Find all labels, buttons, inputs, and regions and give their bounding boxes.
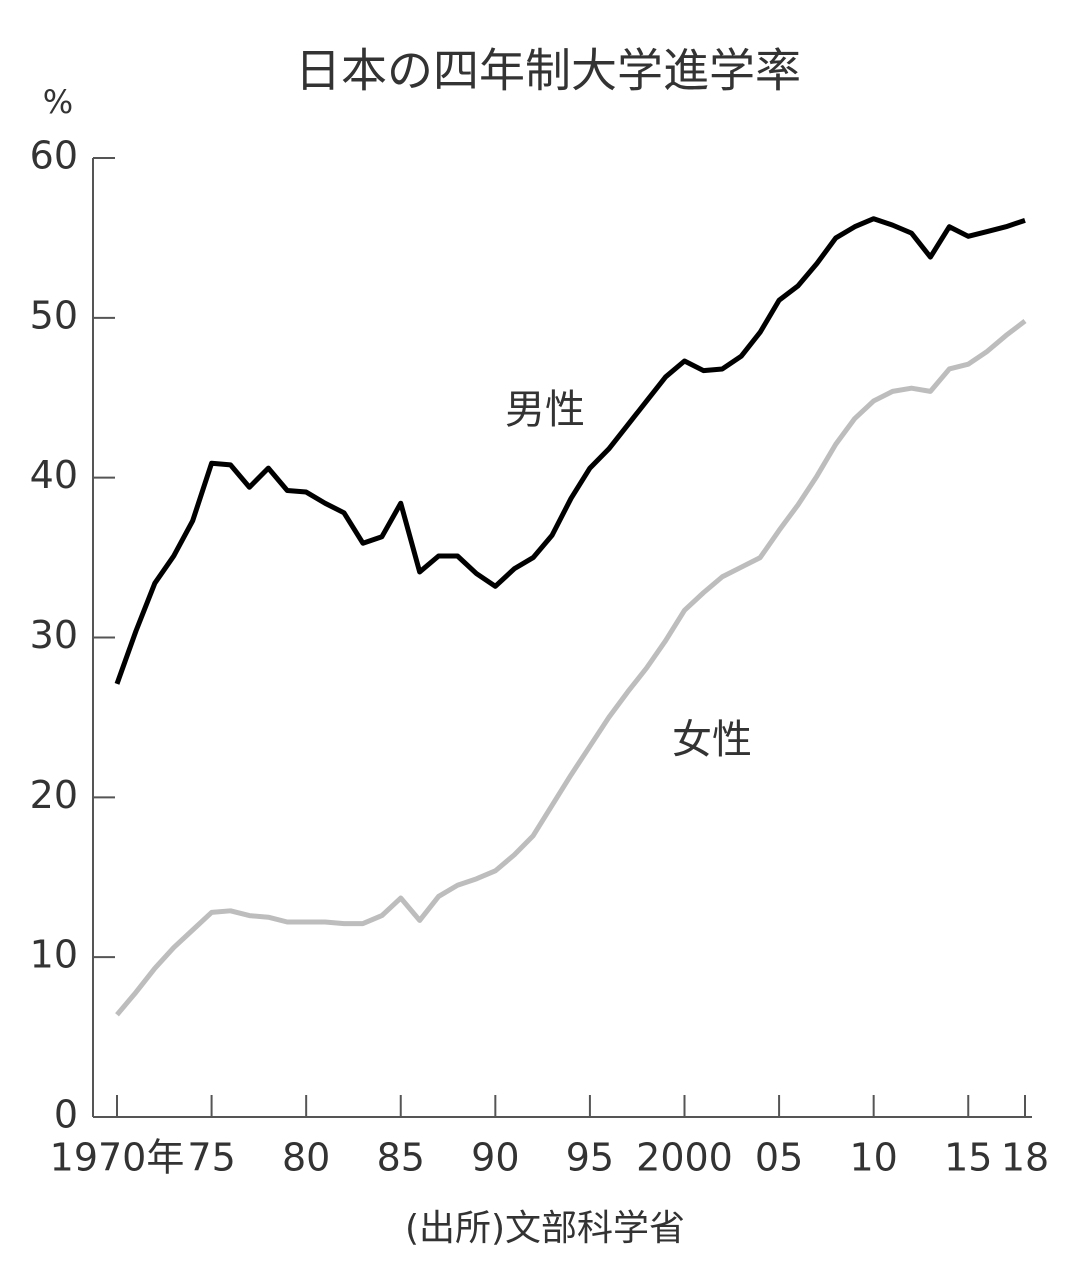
annotation: 女性 xyxy=(672,717,752,763)
x-tick-label: 75 xyxy=(187,1136,235,1180)
x-tick-label: 05 xyxy=(755,1136,803,1180)
line-series xyxy=(115,319,1027,1017)
y-tick-label: 60 xyxy=(30,134,78,178)
x-tick-label: 1970年 xyxy=(50,1136,185,1180)
y-tick-label: 50 xyxy=(30,293,78,337)
x-tick-label: 95 xyxy=(566,1136,614,1180)
y-tick-label: 30 xyxy=(30,613,78,657)
source: (出所)文部科学省 xyxy=(405,1208,685,1249)
line-series xyxy=(114,216,1026,685)
x-tick-label: 80 xyxy=(282,1136,330,1180)
x-tick-label: 15 xyxy=(944,1136,992,1180)
x-tick-label: 2000 xyxy=(636,1136,733,1180)
y-tick-label: 20 xyxy=(30,773,78,817)
y-tick-label: 10 xyxy=(30,933,78,977)
x-tick-label: 85 xyxy=(377,1136,425,1180)
x-tick-label: 18 xyxy=(1001,1136,1049,1180)
y-unit: % xyxy=(43,83,73,121)
y-tick-label: 40 xyxy=(30,453,78,497)
x-tick-label: 90 xyxy=(471,1136,519,1180)
annotation: 男性 xyxy=(505,387,585,433)
chart-title: 日本の四年制大学進学率 xyxy=(295,44,801,98)
y-tick-label: 0 xyxy=(54,1093,78,1137)
x-tick-label: 10 xyxy=(849,1136,897,1180)
